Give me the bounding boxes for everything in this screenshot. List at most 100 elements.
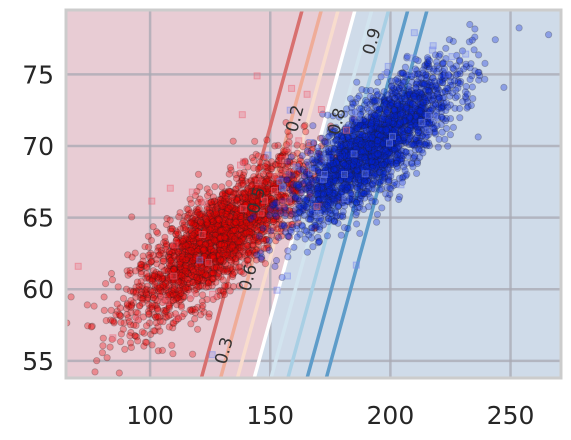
data-point: [217, 200, 225, 208]
data-point: [474, 51, 483, 59]
data-point: [161, 306, 169, 314]
data-point: [261, 162, 269, 171]
data-point-square: [292, 163, 300, 171]
data-point: [211, 222, 220, 230]
x-tick-label: 200: [367, 401, 415, 430]
data-point: [435, 94, 443, 102]
data-point: [155, 251, 163, 259]
data-point-square: [429, 42, 437, 50]
data-point: [385, 177, 393, 185]
data-point: [137, 270, 145, 278]
data-point: [189, 246, 197, 254]
data-point: [237, 239, 245, 247]
data-point: [128, 213, 136, 221]
data-point: [232, 218, 240, 226]
data-point: [187, 263, 195, 272]
data-point: [187, 270, 195, 279]
data-point: [288, 179, 296, 187]
data-point: [227, 239, 235, 247]
data-point: [223, 231, 231, 239]
data-point: [242, 223, 250, 231]
data-point: [309, 122, 317, 130]
data-point: [244, 220, 252, 228]
data-point: [185, 252, 194, 260]
data-point-square: [295, 137, 303, 145]
data-point: [262, 223, 270, 231]
data-point: [466, 75, 474, 84]
data-point: [237, 231, 245, 239]
data-point: [215, 230, 223, 238]
data-point: [253, 231, 261, 239]
x-tick-label: 250: [487, 401, 535, 430]
data-point: [221, 227, 229, 235]
contour-line-0.9: [324, 10, 429, 378]
data-point: [433, 122, 441, 130]
data-point: [143, 274, 151, 282]
data-point: [366, 87, 375, 95]
data-point: [222, 224, 230, 232]
data-point: [198, 273, 206, 282]
data-point: [205, 225, 213, 234]
data-point: [241, 216, 249, 224]
data-point: [421, 80, 429, 88]
data-point: [220, 282, 229, 290]
data-point: [233, 221, 241, 229]
data-point: [402, 148, 410, 156]
data-point: [154, 306, 162, 314]
data-point: [236, 222, 244, 230]
data-point: [267, 202, 276, 210]
data-point: [255, 232, 263, 240]
data-point: [178, 248, 186, 256]
data-point: [219, 206, 227, 214]
data-point: [204, 243, 212, 251]
data-point: [177, 296, 185, 304]
data-point: [205, 236, 213, 244]
data-point: [187, 247, 195, 255]
data-point: [158, 346, 166, 354]
data-point: [406, 113, 414, 121]
data-point: [324, 218, 332, 226]
data-point: [245, 237, 253, 246]
data-point: [432, 58, 441, 66]
data-point: [214, 205, 222, 213]
data-point: [235, 251, 243, 259]
data-point: [226, 247, 234, 255]
data-point: [266, 187, 275, 195]
data-point: [196, 215, 204, 223]
data-point: [224, 222, 232, 230]
data-point: [216, 222, 224, 230]
data-point-square: [384, 62, 392, 70]
data-point: [222, 222, 230, 230]
data-point: [151, 284, 159, 292]
data-point: [171, 280, 179, 288]
contour-line-0.7: [286, 10, 391, 378]
data-point: [205, 313, 213, 321]
data-point: [249, 215, 258, 224]
data-point: [187, 261, 196, 269]
data-point: [120, 319, 128, 327]
data-point: [246, 201, 254, 209]
data-point: [132, 289, 140, 297]
data-point: [115, 369, 123, 377]
data-point: [214, 240, 222, 248]
data-point: [121, 345, 129, 353]
data-point: [216, 255, 224, 264]
data-point: [194, 303, 202, 311]
data-point: [188, 244, 196, 252]
data-point: [244, 261, 252, 269]
data-point: [243, 256, 251, 264]
data-point: [163, 214, 171, 223]
data-point: [459, 98, 467, 106]
data-point: [251, 137, 259, 145]
data-point: [188, 248, 196, 256]
data-point: [156, 271, 164, 279]
data-point: [184, 206, 192, 214]
data-point: [208, 217, 217, 225]
data-point: [114, 283, 122, 291]
data-point: [230, 206, 238, 215]
data-point: [224, 226, 232, 234]
data-point: [207, 198, 215, 206]
data-point: [302, 196, 311, 204]
data-point: [313, 166, 322, 174]
data-point: [323, 232, 331, 240]
